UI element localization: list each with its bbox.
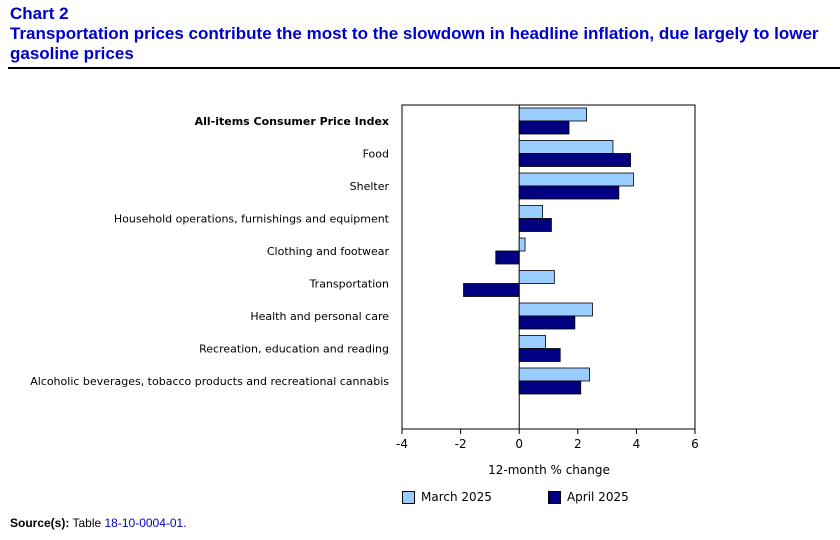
category-label: Clothing and footwear [267,245,390,258]
bar-april-2025 [518,348,561,362]
source-note: Source(s): Table 18-10-0004-01. [10,516,187,530]
bar-april-2025 [463,283,520,297]
chart-number: Chart 2 [10,4,69,23]
plot-area: -4 -2 0 2 4 6 All-items Consumer Price Index Fo… [30,104,699,451]
legend-item-march: March 2025 [402,490,492,504]
x-tick-label: 2 [574,437,582,451]
bar-march-2025 [518,367,590,382]
category-label: Recreation, education and reading [199,343,389,356]
legend-label-april: April 2025 [566,490,629,504]
header-divider [8,67,840,69]
category-label: All-items Consumer Price Index [195,115,389,128]
chart-title: Transportation prices contribute the mos… [10,24,819,63]
bar-march-2025 [518,270,555,284]
plot-frame [401,104,696,430]
legend-label-march: March 2025 [421,490,492,504]
x-tick-label: -4 [396,437,408,451]
x-tick-label: 4 [633,437,641,451]
bar-april-2025 [518,315,576,330]
x-tick-label: -2 [455,437,467,451]
category-label: Alcoholic beverages, tobacco products an… [30,375,389,388]
source-table-link[interactable]: 18-10-0004-01. [104,516,187,530]
x-tick-label: 6 [691,437,699,451]
category-label: Shelter [350,180,390,193]
bar-march-2025 [518,172,634,187]
legend-swatch-april [547,490,561,504]
bar-april-2025 [495,250,520,265]
source-label: Source(s): [10,516,70,530]
category-label: Transportation [309,278,389,291]
x-axis-title: 12-month % change [488,463,610,477]
category-label: Food [363,148,389,161]
legend-swatch-march [402,490,415,504]
source-text: Table [72,516,102,530]
chart-header: Chart 2 Transportation prices contribute… [10,4,835,64]
bar-april-2025 [518,185,620,200]
bar-april-2025 [518,380,582,395]
bar-april-2025 [518,218,552,232]
bar-march-2025 [518,237,526,252]
category-label: Household operations, furnishings and eq… [114,213,390,226]
bar-april-2025 [518,153,631,167]
legend: March 2025 April 2025 [402,490,685,504]
bar-march-2025 [518,302,593,317]
category-label: Health and personal care [250,310,389,323]
bar-march-2025 [518,107,587,122]
bar-march-2025 [518,140,614,154]
bar-march-2025 [518,335,546,349]
x-tick-label: 0 [515,437,523,451]
bar-march-2025 [518,205,544,219]
legend-item-april: April 2025 [547,490,629,504]
bar-april-2025 [518,120,570,135]
